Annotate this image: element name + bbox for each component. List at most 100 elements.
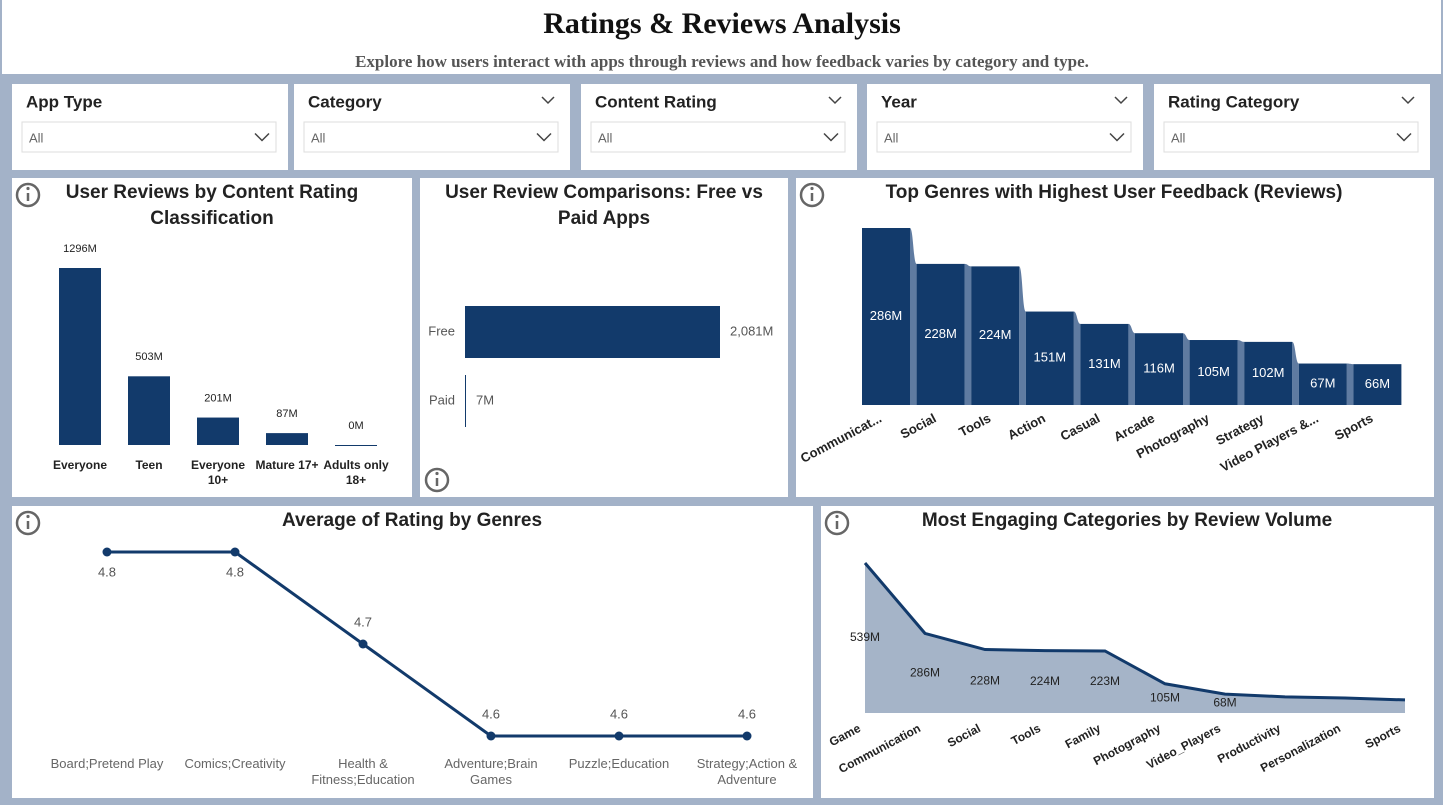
filter-dropdown	[303, 121, 559, 153]
info-icon[interactable]	[824, 510, 850, 536]
bar	[59, 268, 101, 445]
data-label: 201M	[204, 392, 232, 404]
filter-label: Rating Category	[1168, 92, 1300, 111]
filter-dropdown	[21, 121, 277, 153]
data-label: 151M	[1034, 350, 1067, 365]
line	[863, 562, 1406, 702]
bar	[1135, 333, 1183, 405]
filter-value: All	[598, 130, 613, 145]
data-label: 223M	[1090, 674, 1120, 688]
chevron	[1396, 132, 1412, 142]
filter-label: Category	[308, 92, 382, 111]
bar	[1189, 340, 1238, 405]
connector	[1183, 333, 1190, 405]
data-label: 228M	[970, 673, 1000, 687]
data-label: 105M	[1197, 364, 1230, 379]
connector	[1128, 323, 1135, 405]
info-icon[interactable]	[15, 510, 41, 536]
page-title: Ratings & Reviews Analysis	[543, 7, 901, 40]
bar	[1298, 363, 1347, 405]
bar	[1025, 311, 1074, 405]
bar	[335, 445, 377, 446]
data-label: 286M	[870, 308, 903, 323]
filter-value: All	[884, 130, 899, 145]
connector	[964, 263, 972, 405]
connector	[1346, 363, 1354, 405]
data-label: 7M	[476, 392, 494, 407]
data-label: 224M	[979, 327, 1012, 342]
filter-dropdown	[876, 121, 1132, 153]
chevron	[1114, 96, 1128, 105]
bar	[1244, 341, 1293, 405]
filter-label: App Type	[26, 92, 102, 111]
chevron	[541, 96, 555, 105]
info-icon[interactable]	[15, 182, 41, 208]
filter-dropdown	[590, 121, 846, 153]
data-label: 102M	[1252, 365, 1285, 380]
data-label: 67M	[1310, 376, 1335, 391]
data-label: 286M	[910, 665, 940, 679]
data-label: 539M	[850, 630, 880, 644]
point	[486, 731, 496, 741]
y-tick-label: Paid	[429, 392, 455, 407]
info-icon[interactable]	[799, 182, 825, 208]
bar	[1353, 364, 1402, 405]
filter[interactable]: Content Rating All	[581, 84, 857, 170]
data-label: 4.6	[610, 706, 628, 721]
chevron	[828, 96, 842, 105]
chevron	[254, 132, 270, 142]
panel	[12, 506, 813, 798]
data-label: 4.6	[738, 706, 756, 721]
data-label: 4.7	[354, 614, 372, 629]
filter[interactable]: App Type All	[12, 84, 288, 170]
bar	[1080, 323, 1129, 405]
bar	[465, 375, 466, 427]
data-label: 4.8	[98, 564, 116, 579]
chevron	[1109, 132, 1125, 142]
filter[interactable]: Year All	[867, 84, 1143, 170]
data-label: 68M	[1213, 696, 1236, 710]
bar	[128, 376, 170, 445]
bar	[971, 266, 1020, 405]
data-label: 503M	[135, 351, 163, 363]
info-icon[interactable]	[424, 467, 450, 493]
filter[interactable]: Rating Category All	[1154, 84, 1430, 170]
data-label: 4.6	[482, 706, 500, 721]
chevron	[536, 132, 552, 142]
header	[2, 0, 1441, 74]
filter-value: All	[1171, 130, 1186, 145]
data-label: 131M	[1088, 356, 1121, 371]
data-label: 224M	[1030, 674, 1060, 688]
point	[358, 639, 368, 649]
page-subtitle: Explore how users interact with apps thr…	[355, 52, 1089, 71]
filter-label: Content Rating	[595, 92, 717, 111]
filter-label: Year	[881, 92, 917, 111]
connector	[910, 228, 917, 405]
chevron	[823, 132, 839, 142]
bar	[916, 263, 965, 405]
connector	[1019, 266, 1026, 405]
filter[interactable]: Category All	[294, 84, 570, 170]
y-tick-label: Free	[428, 323, 455, 338]
filter-dropdown	[1163, 121, 1419, 153]
data-label: 87M	[276, 408, 297, 420]
data-label: 0M	[348, 420, 363, 432]
data-label: 66M	[1365, 376, 1390, 391]
chevron	[1401, 96, 1415, 105]
area	[865, 563, 1405, 713]
connector	[1237, 340, 1245, 405]
bar	[862, 228, 910, 405]
connector	[1292, 341, 1299, 405]
point	[230, 547, 240, 557]
data-label: 116M	[1143, 361, 1175, 376]
filter-value: All	[29, 130, 44, 145]
filter-value: All	[311, 130, 326, 145]
line	[107, 550, 747, 738]
bar	[197, 417, 239, 445]
bar	[465, 306, 720, 358]
point	[742, 731, 752, 741]
bar	[266, 433, 308, 445]
point	[102, 547, 112, 557]
